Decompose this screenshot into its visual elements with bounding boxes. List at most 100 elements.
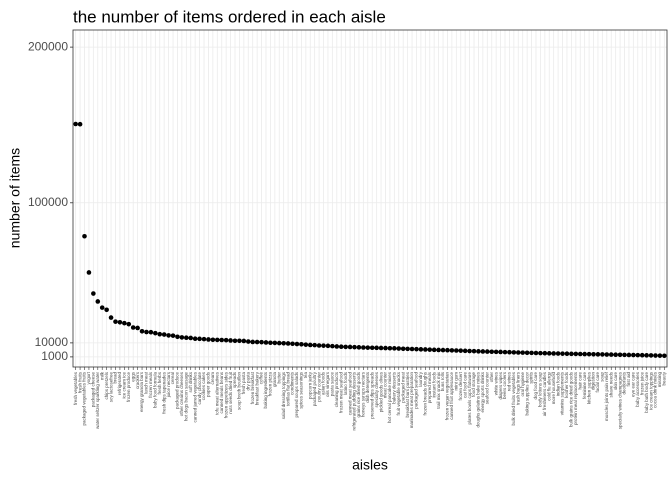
- x-tick-label: kitchen supplies: [586, 371, 591, 404]
- point: [228, 338, 233, 343]
- x-tick-label: fresh fruits: [77, 371, 82, 393]
- point: [546, 351, 552, 356]
- point: [82, 233, 87, 239]
- point: [338, 344, 344, 350]
- x-tick-label: frozen vegan vegetarian: [445, 372, 450, 421]
- x-tick-label: refrigerated: [117, 372, 122, 396]
- point: [117, 319, 123, 325]
- x-tick-label: frozen pizza: [268, 372, 273, 397]
- x-axis-title: aisles: [352, 457, 388, 473]
- x-tick-label: fruit vegetable snacks: [396, 371, 401, 415]
- y-tick-label: 200000: [28, 39, 68, 53]
- point: [524, 350, 530, 356]
- x-tick-label: breakfast bars pastries: [405, 371, 410, 417]
- x-tick-label: soap: [600, 372, 605, 382]
- point: [586, 351, 592, 357]
- x-tick-label: candy chocolate: [197, 372, 202, 405]
- point: [232, 338, 238, 344]
- point: [405, 346, 410, 352]
- point: [144, 329, 149, 335]
- point: [206, 337, 211, 342]
- x-tick-label: granola: [272, 372, 277, 388]
- x-tick-label: canned meat seafood: [347, 372, 352, 416]
- x-tick-label: nuts seeds dried fruit: [228, 371, 233, 414]
- x-tick-label: other creams cheeses: [179, 371, 184, 416]
- x-tick-label: poultry counter: [316, 372, 321, 402]
- x-tick-label: laundry: [418, 371, 423, 387]
- x-tick-label: grains rice dried goods: [356, 371, 361, 417]
- point: [263, 340, 269, 345]
- point: [493, 349, 499, 355]
- point: [414, 346, 419, 352]
- point: [95, 299, 101, 304]
- x-tick-label: pasta sauce: [330, 372, 335, 397]
- x-tick-label: lunch meat: [144, 371, 149, 394]
- x-tick-label: tofu meat alternatives: [214, 371, 219, 415]
- x-tick-label: red wines: [507, 371, 512, 391]
- point: [436, 347, 441, 353]
- point: [352, 344, 357, 350]
- x-tick-label: energy granola bars: [139, 371, 144, 412]
- x-tick-label: chips pretzels: [104, 371, 109, 399]
- point: [449, 348, 455, 353]
- point: [197, 336, 202, 342]
- x-tick-label: vitamins supplements: [560, 371, 565, 415]
- grid: [73, 30, 667, 367]
- point: [555, 351, 561, 356]
- point: [139, 328, 145, 334]
- x-tick-label: air fresheners candles: [542, 371, 547, 416]
- x-tick-label: asian foods: [321, 371, 326, 395]
- point: [644, 353, 649, 358]
- x-tick-label: seafood counter: [484, 372, 489, 405]
- x-tick-label: muscles joints pain relief: [604, 371, 609, 421]
- x-tick-label: honeys syrups nectars: [361, 371, 366, 417]
- x-tick-label: packaged seafood: [414, 372, 419, 409]
- x-tick-label: white wines: [493, 371, 498, 395]
- x-tick-label: milk: [99, 371, 104, 380]
- x-tick-label: specialty cheeses: [374, 371, 379, 407]
- y-tick-label: 10000: [35, 335, 69, 349]
- x-tick-label: baking ingredients: [263, 371, 268, 408]
- x-tick-label: instant foods: [431, 371, 436, 397]
- x-tick-label: packaged produce: [175, 372, 180, 410]
- point: [396, 346, 402, 351]
- point: [237, 338, 242, 344]
- point: [622, 352, 627, 358]
- point: [170, 333, 176, 338]
- x-tick-label: facial care: [595, 372, 600, 393]
- x-tick-label: mint gum: [453, 372, 458, 391]
- point: [507, 349, 512, 355]
- point: [184, 335, 189, 341]
- x-tick-label: tortillas flat bread: [285, 372, 290, 407]
- x-tick-label: food storage: [471, 372, 476, 398]
- point: [214, 337, 220, 343]
- point: [538, 350, 543, 356]
- point: [418, 347, 424, 352]
- point: [369, 345, 375, 351]
- point: [254, 339, 260, 345]
- x-tick-label: buns rolls: [440, 371, 445, 391]
- x-tick-label: frozen breads doughs: [423, 371, 428, 415]
- panel-border: [72, 29, 668, 368]
- point: [250, 339, 256, 345]
- x-tick-label: dish detergents: [365, 371, 370, 403]
- x-tick-label: tea: [303, 372, 308, 379]
- point: [241, 338, 247, 344]
- x-tick-label: kosher foods: [564, 371, 569, 398]
- x-tick-label: first aid: [626, 372, 631, 387]
- point: [467, 348, 472, 354]
- point: [648, 353, 654, 358]
- point: [582, 351, 587, 357]
- x-tick-label: baby accessories: [635, 371, 640, 407]
- x-tick-label: spices seasonings: [299, 371, 304, 409]
- x-tick-label: latino foods: [343, 371, 348, 395]
- x-tick-label: dog food care: [533, 372, 538, 400]
- point: [104, 307, 109, 313]
- x-tick-label: canned fruit applesauce: [449, 372, 454, 420]
- point: [325, 343, 331, 349]
- point: [276, 340, 282, 346]
- point: [365, 345, 371, 350]
- x-tick-label: marinades meat preparation: [409, 372, 414, 429]
- point: [617, 352, 623, 358]
- point: [272, 340, 278, 346]
